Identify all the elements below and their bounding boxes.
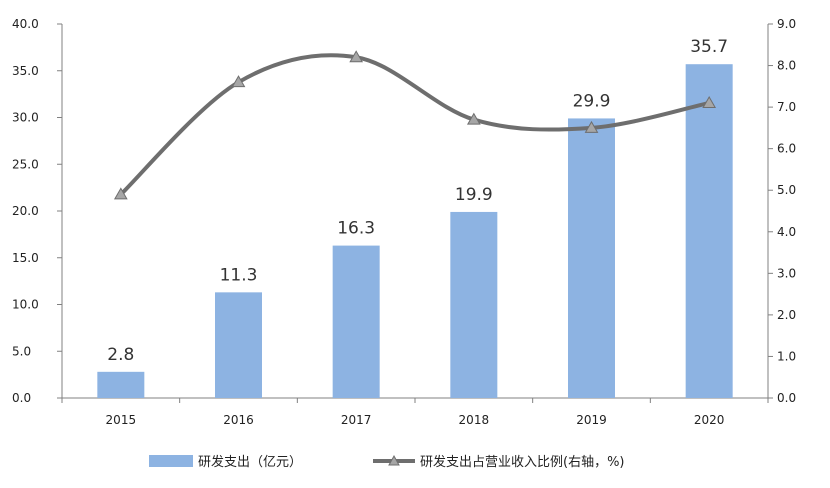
line-point: [113, 187, 128, 200]
line-series: [113, 50, 717, 200]
legend-line-marker: [388, 454, 400, 466]
right-tick-label: 4.0: [777, 225, 796, 239]
data-labels: 2.8 11.3 16.3 19.9 29.9 35.7: [107, 37, 728, 365]
bar-series: [97, 64, 733, 398]
right-tick-label: 0.0: [777, 391, 796, 405]
right-tick-label: 5.0: [777, 183, 796, 197]
bar: [97, 371, 145, 398]
line-point: [702, 95, 717, 108]
line-path: [118, 53, 712, 197]
bar: [332, 245, 380, 398]
bar-data-label: 35.7: [690, 37, 728, 57]
bar: [568, 118, 615, 398]
bar-data-label: 19.9: [455, 185, 493, 205]
axes: 0.0 5.0 10.0 15.0 20.0 25.0 30.0 35.0 40.0 0.0 1.0…: [12, 17, 796, 427]
bar-data-label: 16.3: [337, 219, 375, 239]
x-tick-label: 2017: [341, 413, 372, 427]
x-tick-label: 2016: [223, 413, 254, 427]
legend: 研发支出（亿元） 研发支出占营业收入比例(右轴，%): [149, 454, 625, 470]
left-tick-label: 40.0: [12, 17, 39, 31]
bar-data-label: 2.8: [107, 345, 134, 365]
right-tick-label: 2.0: [777, 308, 796, 322]
right-tick-label: 7.0: [777, 100, 796, 114]
line-point: [231, 75, 246, 88]
right-tick-label: 3.0: [777, 266, 796, 280]
left-tick-label: 10.0: [12, 298, 39, 312]
x-tick-label: 2020: [694, 413, 725, 427]
bar: [450, 211, 498, 398]
left-tick-label: 30.0: [12, 111, 39, 125]
x-tick-label: 2015: [106, 413, 137, 427]
left-tick-label: 20.0: [12, 204, 39, 218]
bar: [685, 64, 733, 398]
legend-bar-swatch: [149, 455, 193, 467]
line-point: [584, 120, 599, 133]
left-tick-label: 15.0: [12, 251, 39, 265]
left-tick-label: 25.0: [12, 157, 39, 171]
left-tick-label: 5.0: [12, 344, 31, 358]
line-point: [466, 112, 481, 125]
left-tick-label: 35.0: [12, 64, 39, 78]
line-point: [349, 50, 364, 63]
left-tick-label: 0.0: [12, 391, 31, 405]
right-tick-label: 9.0: [777, 17, 796, 31]
bar: [215, 292, 262, 398]
right-tick-label: 8.0: [777, 59, 796, 73]
x-tick-label: 2018: [459, 413, 490, 427]
bar-data-label: 11.3: [220, 265, 258, 285]
legend-line-label: 研发支出占营业收入比例(右轴，%): [420, 454, 625, 470]
right-tick-label: 1.0: [777, 349, 796, 363]
bar-data-label: 29.9: [573, 91, 611, 111]
x-tick-label: 2019: [576, 413, 607, 427]
right-tick-label: 6.0: [777, 142, 796, 156]
legend-bar-label: 研发支出（亿元）: [198, 454, 302, 470]
